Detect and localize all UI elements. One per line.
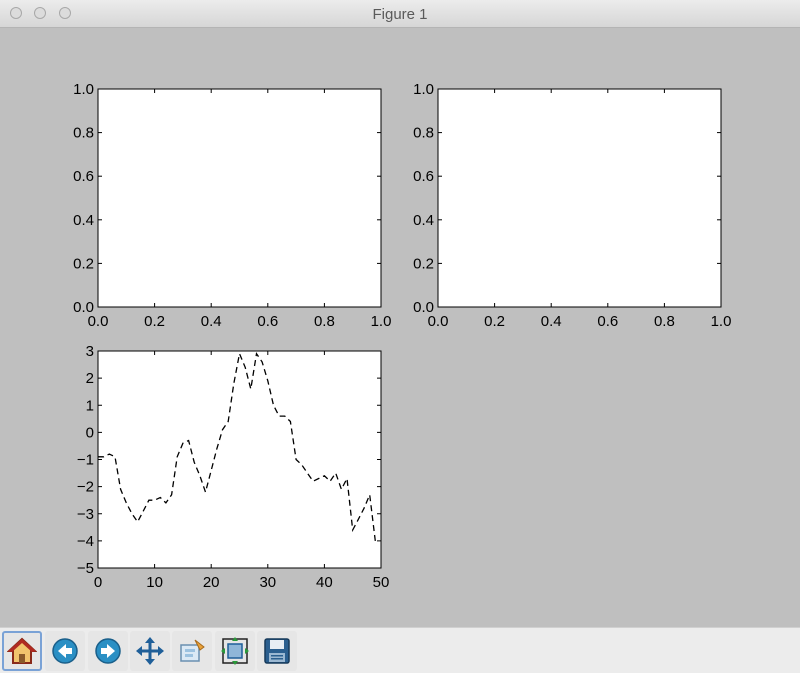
x-tick-label: 0.2 bbox=[144, 313, 165, 330]
x-tick-label: 0.8 bbox=[314, 313, 335, 330]
zoom-button[interactable] bbox=[172, 631, 212, 671]
zoom-rect-icon bbox=[180, 639, 205, 662]
y-tick-label: 1 bbox=[86, 397, 94, 414]
x-tick-label: 40 bbox=[316, 574, 333, 591]
title-bar: Figure 1 bbox=[0, 0, 800, 28]
back-arrow-icon bbox=[52, 638, 78, 664]
x-tick-label: 1.0 bbox=[371, 313, 392, 330]
y-tick-label: 0.6 bbox=[73, 168, 94, 185]
y-tick-label: −1 bbox=[77, 452, 94, 469]
y-tick-label: 0.0 bbox=[413, 299, 434, 316]
forward-button[interactable] bbox=[88, 631, 128, 671]
y-tick-label: 0.2 bbox=[73, 255, 94, 272]
axes-frame bbox=[97, 350, 382, 569]
y-tick-label: 1.0 bbox=[73, 81, 94, 98]
y-tick-label: −4 bbox=[77, 533, 94, 550]
x-tick-label: 0.4 bbox=[541, 313, 562, 330]
x-tick-label: 30 bbox=[259, 574, 276, 591]
x-tick-label: 0.8 bbox=[654, 313, 675, 330]
x-tick-label: 20 bbox=[203, 574, 220, 591]
figure-svg: 0.0 0.2 0.4 0.6 0.8 1.00.00.20.40.60.81.00.0 0… bbox=[73, 81, 731, 591]
subplots-button[interactable] bbox=[215, 631, 255, 671]
x-tick-label: 0.0 bbox=[88, 313, 109, 330]
axes-frame bbox=[97, 88, 382, 308]
home-icon bbox=[7, 637, 37, 664]
y-tick-label: 0.2 bbox=[413, 255, 434, 272]
pan-arrows-icon bbox=[136, 637, 164, 665]
figure-canvas[interactable]: 0.0 0.2 0.4 0.6 0.8 1.0 0.0 0.2 0.4 0.6 0.8 1.0 0.0 0… bbox=[0, 28, 800, 627]
forward-arrow-icon bbox=[95, 638, 121, 664]
y-tick-label: 0.4 bbox=[413, 212, 434, 229]
pan-button[interactable] bbox=[130, 631, 170, 671]
axes-frame bbox=[437, 88, 722, 308]
y-tick-label: 0.4 bbox=[73, 212, 94, 229]
y-tick-label: 2 bbox=[86, 370, 94, 387]
subplots-icon bbox=[221, 637, 249, 665]
y-tick-label: 0.8 bbox=[73, 125, 94, 142]
x-tick-label: 0.0 bbox=[428, 313, 449, 330]
minimize-window-icon[interactable] bbox=[34, 7, 46, 19]
x-tick-label: 50 bbox=[373, 574, 390, 591]
y-tick-label: −3 bbox=[77, 506, 94, 523]
save-button[interactable] bbox=[257, 631, 297, 671]
y-tick-label: 0 bbox=[86, 424, 94, 441]
y-tick-label: −2 bbox=[77, 479, 94, 496]
close-window-icon[interactable] bbox=[10, 7, 22, 19]
back-button[interactable] bbox=[45, 631, 85, 671]
x-tick-label: 0.4 bbox=[201, 313, 222, 330]
home-button[interactable] bbox=[2, 631, 42, 671]
zoom-window-icon[interactable] bbox=[59, 7, 71, 19]
y-tick-label: 3 bbox=[86, 343, 94, 360]
y-tick-label: −5 bbox=[77, 560, 94, 577]
subplot-1: 0.0 0.2 0.4 0.6 0.8 1.0 0.0 0.2 0.4 0.6 0.8 1.0 bbox=[73, 81, 391, 330]
window-title: Figure 1 bbox=[372, 6, 428, 23]
subplot-2: 0.0 0.2 0.4 0.6 0.8 1.0 0.0 0.2 0.4 0.6 0.8 1.0 bbox=[413, 81, 731, 330]
x-tick-label: 0 bbox=[94, 574, 102, 591]
x-tick-label: 10 bbox=[146, 574, 163, 591]
x-tick-label: 0.6 bbox=[257, 313, 278, 330]
floppy-disk-icon bbox=[264, 638, 290, 664]
x-tick-label: 1.0 bbox=[711, 313, 732, 330]
y-tick-label: 1.0 bbox=[413, 81, 434, 98]
y-tick-label: 0.0 bbox=[73, 299, 94, 316]
navigation-toolbar bbox=[0, 627, 800, 673]
y-tick-label: 0.8 bbox=[413, 125, 434, 142]
y-tick-label: 0.6 bbox=[413, 168, 434, 185]
series-line bbox=[98, 351, 376, 541]
x-tick-label: 0.2 bbox=[484, 313, 505, 330]
x-tick-label: 0.6 bbox=[597, 313, 618, 330]
